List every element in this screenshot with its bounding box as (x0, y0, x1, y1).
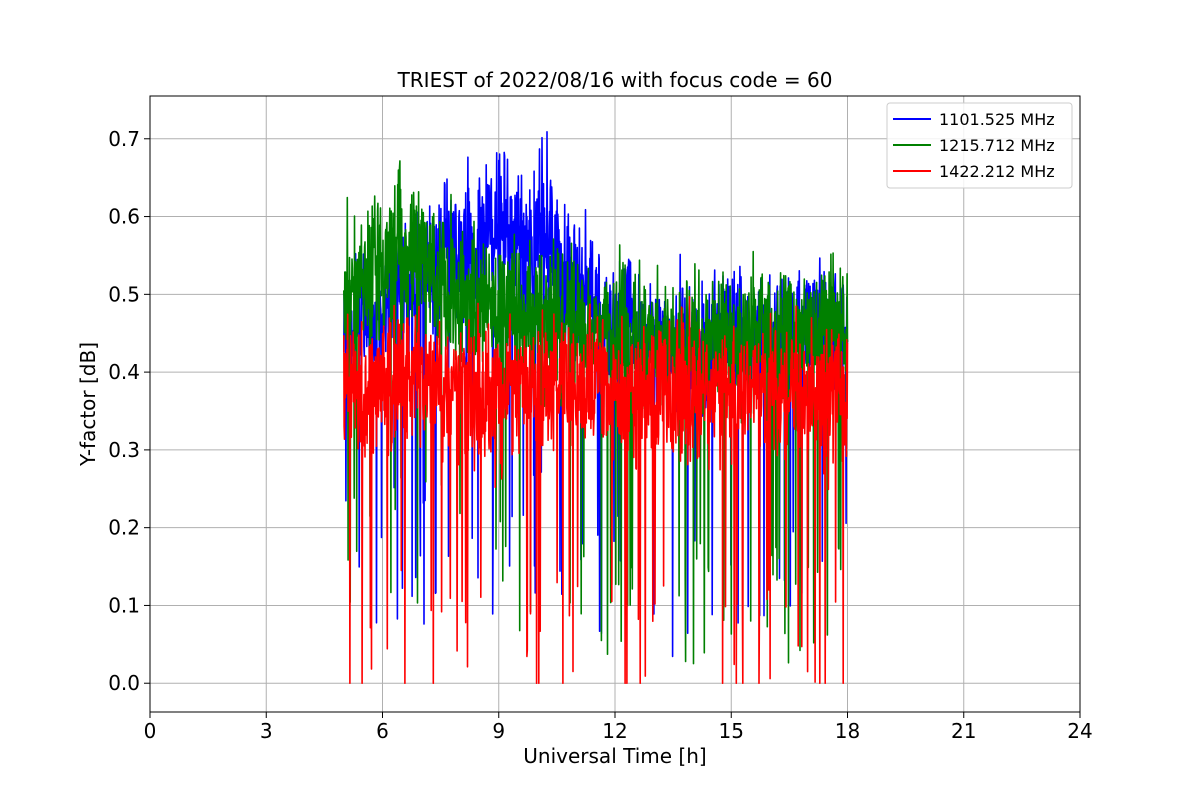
y-tick-label: 0.3 (108, 438, 140, 462)
legend-label-2: 1215.712 MHz (939, 136, 1055, 155)
y-axis-ticks: 0.0 0.1 0.2 0.3 0.4 0.5 0.6 0.7 (108, 127, 150, 695)
x-tick-label: 15 (719, 719, 744, 743)
y-tick-label: 0.5 (108, 282, 140, 306)
legend: 1101.525 MHz 1215.712 MHz 1422.212 MHz (886, 102, 1073, 189)
x-axis-label: Universal Time [h] (523, 744, 706, 768)
chart-title: TRIEST of 2022/08/16 with focus code = 6… (397, 68, 833, 92)
legend-box (886, 102, 1073, 189)
x-tick-label: 9 (492, 719, 505, 743)
series-line-3 (342, 295, 849, 685)
x-tick-label: 24 (1067, 719, 1092, 743)
legend-label-1: 1101.525 MHz (939, 110, 1055, 129)
x-axis-ticks: 0 3 6 9 12 15 18 21 24 (144, 712, 1093, 743)
legend-label-3: 1422.212 MHz (939, 162, 1055, 181)
x-tick-label: 0 (144, 719, 157, 743)
x-tick-label: 6 (376, 719, 389, 743)
y-tick-label: 0.1 (108, 593, 140, 617)
y-tick-label: 0.0 (108, 671, 140, 695)
y-axis-label: Y-factor [dB] (76, 342, 100, 467)
y-tick-label: 0.2 (108, 516, 140, 540)
y-tick-label: 0.6 (108, 205, 140, 229)
x-tick-label: 21 (951, 719, 976, 743)
x-tick-label: 3 (260, 719, 273, 743)
x-tick-label: 12 (602, 719, 627, 743)
y-tick-label: 0.7 (108, 127, 140, 151)
x-tick-label: 18 (835, 719, 860, 743)
y-tick-label: 0.4 (108, 360, 140, 384)
series-layer (342, 131, 849, 685)
